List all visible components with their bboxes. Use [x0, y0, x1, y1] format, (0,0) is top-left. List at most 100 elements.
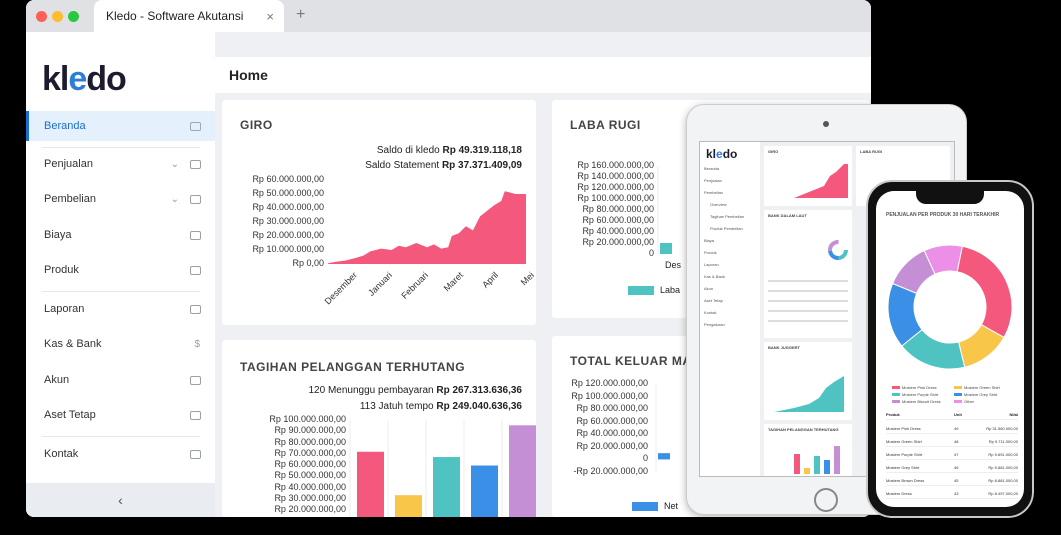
- y-tick-label: Rp 100.000.000,00: [571, 390, 648, 401]
- donut-slice: [956, 245, 1013, 339]
- y-tick-label: Rp 40.000.000,00: [274, 481, 346, 492]
- sidebar-item-label: Laporan: [44, 303, 85, 315]
- phone-screen: PENJUALAN PER PRODUK 30 HARI TERAKHIR Mo…: [876, 191, 1024, 507]
- sidebar-item-aset-tetap[interactable]: Aset Tetap: [26, 400, 215, 430]
- tablet-nav-item: Produk Pembelian: [710, 226, 743, 231]
- giro-saldo-kledo: Saldo di kledo Rp 49.319.118,18: [376, 145, 522, 156]
- browser-tab[interactable]: Kledo - Software Akutansi ×: [94, 0, 284, 32]
- sidebar-item-label: Akun: [44, 374, 70, 386]
- tablet-logo: kledo: [706, 147, 738, 161]
- table-row: Mostem Grey Shirt 46 Rp 9.681.000,00: [886, 462, 1018, 473]
- sidebar-item-label: Pembelian: [44, 193, 96, 205]
- y-tick-label: Rp 80.000.000,00: [274, 436, 346, 447]
- new-tab-icon[interactable]: +: [296, 6, 306, 23]
- close-tab-icon[interactable]: ×: [266, 8, 274, 24]
- y-tick-label: Rp 30.000.000,00: [252, 216, 324, 226]
- sidebar-item-pembelian[interactable]: Pembelian ⌄: [26, 184, 215, 214]
- tablet-nav-item: Laporan: [704, 262, 719, 267]
- tablet-nav-item: Pembelian: [704, 190, 723, 195]
- y-tick-label: Rp 40.000.000,00: [576, 428, 648, 439]
- y-tick-label: Rp 20.000.000,00: [274, 504, 346, 514]
- phone-chart-title: PENJUALAN PER PRODUK 30 HARI TERAKHIR: [886, 212, 1000, 218]
- y-tick-label: Rp 70.000.000,00: [274, 447, 346, 458]
- sidebar-item-kas-bank[interactable]: Kas & Bank $: [26, 329, 215, 359]
- net-bar: [658, 453, 670, 460]
- laba-bar: [660, 243, 672, 254]
- tablet-sidebar: kledo Beranda Penjualan Pembelian Overview T…: [700, 142, 760, 476]
- tablet-nav-item: Pengaturan: [704, 322, 725, 327]
- sidebar-item-produk[interactable]: Produk: [26, 255, 215, 285]
- y-tick-label: Rp 140.000.000,00: [577, 171, 654, 181]
- tab-title: Kledo - Software Akutansi: [106, 9, 244, 23]
- laba-rugi-title: LABA RUGI: [570, 118, 641, 132]
- y-tick-label: Rp 120.000.000,00: [577, 182, 654, 192]
- y-tick-label: Rp 30.000.000,00: [274, 492, 346, 503]
- y-tick-label: Rp 80.000.000,00: [576, 403, 648, 414]
- tablet-card-tagihan: TAGIHAN PELANGGAN TERHUTANG: [764, 424, 852, 476]
- tagihan-menunggu: 120 Menunggu pembayaran Rp 267.313.636,3…: [308, 385, 523, 396]
- tablet-card-giro: GIRO: [764, 146, 852, 206]
- sidebar-item-label: Kontak: [44, 448, 79, 460]
- tagihan-jatuh-tempo: 113 Jatuh tempo Rp 249.040.636,36: [359, 401, 522, 412]
- y-tick-label: Rp 60.000.000,00: [274, 459, 346, 469]
- tablet-nav-item: Produk: [704, 250, 717, 255]
- sidebar-item-laporan[interactable]: Laporan: [26, 294, 215, 324]
- total-keluar-title: TOTAL KELUAR MASUK: [570, 354, 719, 368]
- tagihan-bar: [433, 457, 460, 517]
- tablet-home-button[interactable]: [814, 488, 838, 512]
- tablet-nav-item: Penjualan: [704, 178, 722, 183]
- bag-icon: [190, 194, 201, 204]
- table-row: Mostem Purple Shirt 47 Rp 9.691.000,00: [886, 449, 1018, 460]
- y-tick-label: Rp 90.000.000,00: [274, 425, 346, 436]
- tagihan-bar: [357, 451, 384, 517]
- phone-device: PENJUALAN PER PRODUK 30 HARI TERAKHIR Mo…: [866, 180, 1034, 518]
- tablet-camera: [823, 121, 829, 127]
- y-tick-label: Rp 50.000.000,00: [274, 470, 346, 481]
- window-maximize-dot[interactable]: [68, 11, 79, 22]
- laba-legend-swatch: [628, 286, 654, 295]
- chevron-left-icon: ‹: [118, 492, 123, 508]
- sidebar-item-kontak[interactable]: Kontak: [26, 439, 215, 469]
- chevron-down-icon: ⌄: [170, 158, 179, 170]
- phone-notch: [916, 191, 984, 204]
- building-icon: [190, 410, 201, 420]
- contact-icon: [190, 449, 201, 459]
- giro-card[interactable]: GIRO Saldo di kledo Rp 49.319.118,18 Sal…: [222, 100, 536, 325]
- table-row: Mostem Dress 43 Rp 8.497.000,00: [886, 488, 1018, 499]
- y-tick-label: Rp 20.000.000,00: [576, 440, 648, 451]
- sidebar-item-biaya[interactable]: Biaya: [26, 220, 215, 250]
- dollar-icon: $: [194, 338, 200, 350]
- sidebar-item-penjualan[interactable]: Penjualan ⌄: [26, 149, 215, 179]
- tablet-nav-item: Aset Tetap: [704, 298, 723, 303]
- tablet-nav-item: Akun: [704, 286, 714, 291]
- window-close-dot[interactable]: [36, 11, 47, 22]
- ledger-icon: [190, 375, 201, 385]
- card-icon: [190, 230, 201, 240]
- tablet-nav-item: Overview: [710, 202, 727, 207]
- legend-item: Mostem Biscuit Dress: [892, 399, 941, 404]
- kledo-logo[interactable]: kledo: [42, 60, 127, 98]
- window-minimize-dot[interactable]: [52, 11, 63, 22]
- y-tick-label: Rp 40.000.000,00: [252, 202, 324, 212]
- tagihan-card[interactable]: TAGIHAN PELANGGAN TERHUTANG 120 Menunggu…: [222, 340, 536, 517]
- y-tick-label: Rp 20.000.000,00: [252, 230, 324, 240]
- y-tick-label: Rp 60.000.000,00: [576, 415, 648, 426]
- tagihan-bar: [471, 465, 498, 517]
- net-legend-label: Net: [664, 501, 679, 511]
- table-row: Mostem Pink Dress 49 Rp 31.560.000,00: [886, 423, 1018, 434]
- y-tick-label: Rp 100.000.000,00: [269, 414, 346, 424]
- sidebar-item-beranda[interactable]: Beranda: [26, 111, 215, 141]
- legend-item: Mostem Purple Shirt: [892, 392, 938, 397]
- sidebar-item-label: Biaya: [44, 229, 72, 241]
- sidebar-item-label: Kas & Bank: [44, 338, 102, 350]
- sidebar-item-akun[interactable]: Akun: [26, 365, 215, 395]
- y-tick-label: Rp 20.000.000,00: [582, 237, 654, 247]
- phone-donut-chart: [887, 244, 1013, 370]
- net-legend-swatch: [632, 502, 658, 511]
- tab-bar: Kledo - Software Akutansi × +: [26, 0, 871, 32]
- sidebar-collapse-button[interactable]: ‹: [26, 483, 215, 517]
- donut-slice: [923, 244, 963, 275]
- giro-area: [328, 191, 526, 264]
- y-tick-label: Rp 120.000.000,00: [571, 378, 648, 388]
